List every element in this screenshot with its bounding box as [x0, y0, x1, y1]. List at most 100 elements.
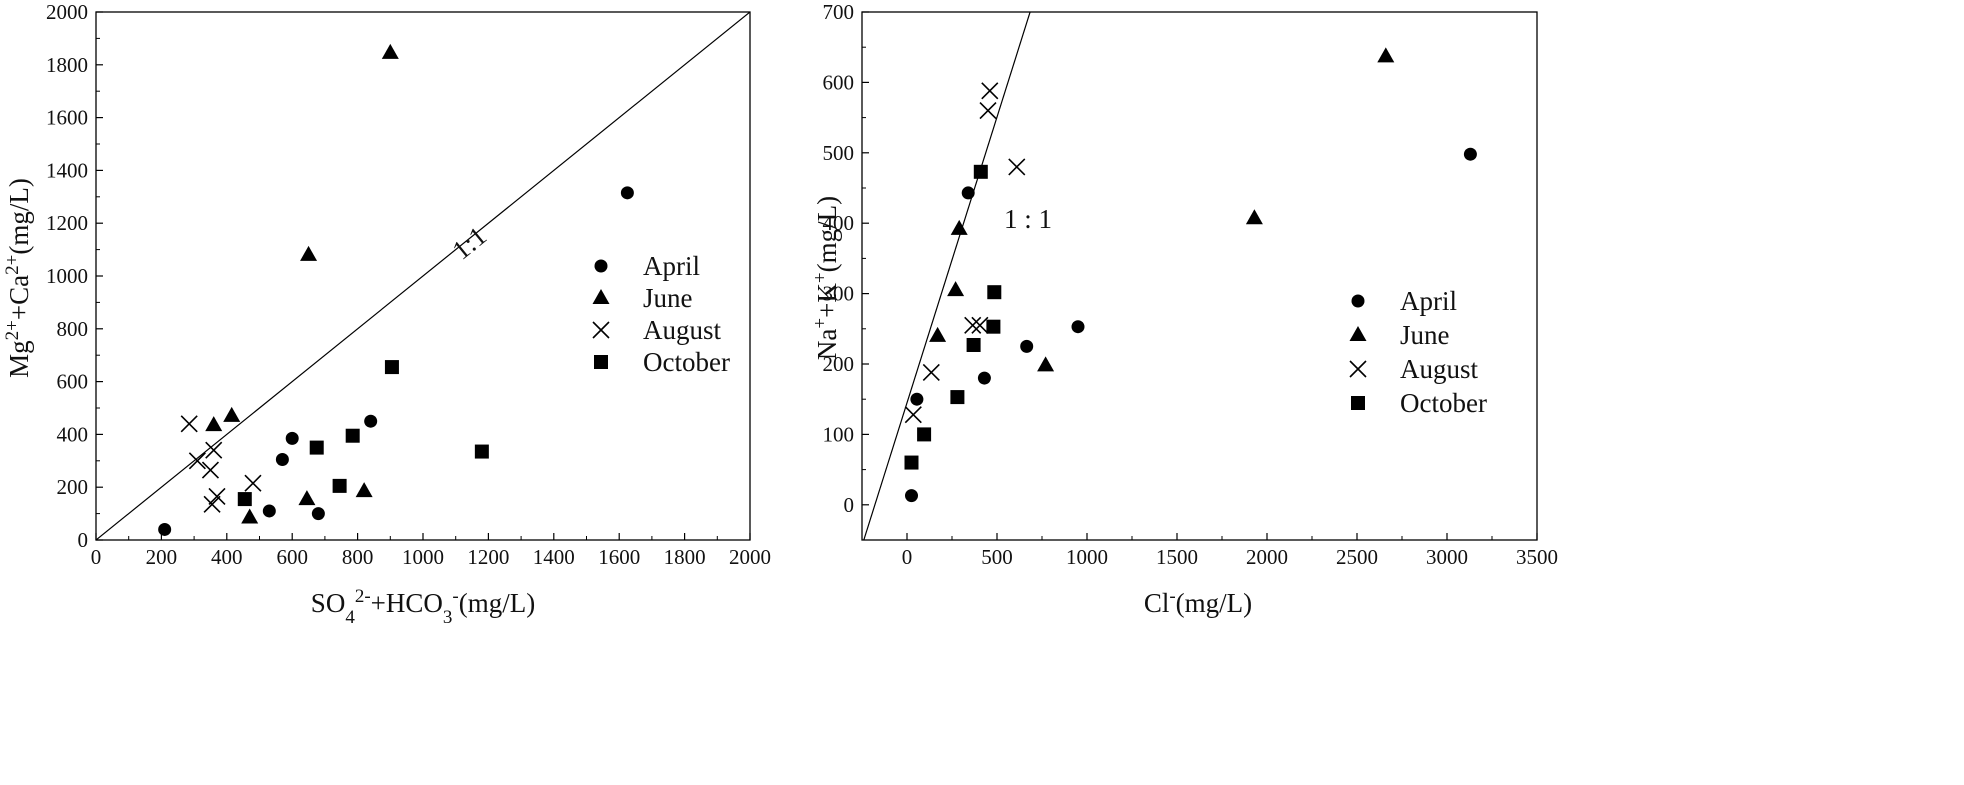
data-point-triangle — [929, 326, 947, 342]
y-tick-label: 1400 — [46, 158, 88, 182]
series-june — [929, 47, 1395, 372]
legend-label: June — [643, 283, 693, 313]
plot-frame — [861, 11, 1538, 541]
legend-label: April — [643, 251, 700, 281]
chart-panel-1: 0 200 400 600 800 1000 1200 1400 1600 1800 2000 0 20… — [2, 0, 772, 628]
data-point-x — [979, 101, 997, 120]
data-point-triangle — [381, 43, 399, 59]
x-axis-label: SO42-+HCO3-(mg/L) — [311, 586, 535, 628]
x-tick-label: 2000 — [729, 545, 771, 569]
reference-line-label: 1 : 1 — [1004, 204, 1052, 234]
legend-label: October — [643, 347, 730, 377]
y-axis-label: Na++K+(mg/L) — [810, 196, 843, 360]
data-point-circle — [961, 186, 975, 200]
reference-line-1to1 — [863, 12, 1031, 540]
y-tick-label: 800 — [57, 317, 89, 341]
data-point-square — [384, 360, 399, 375]
legend-label: June — [1400, 320, 1450, 350]
y-axis-label: Mg2++Ca2+(mg/L) — [2, 178, 35, 378]
x-tick-label: 0 — [91, 545, 102, 569]
y-tick-label: 400 — [57, 422, 89, 446]
data-point-circle — [1020, 339, 1034, 353]
x-tick-label: 0 — [902, 545, 913, 569]
data-point-triangle — [947, 281, 965, 297]
data-point-triangle — [355, 482, 373, 498]
data-point-square — [309, 440, 324, 455]
data-point-triangle — [1245, 209, 1263, 225]
data-point-square — [332, 478, 347, 493]
data-point-x — [201, 461, 220, 479]
chart-panel-2: 0 500 1000 1500 2000 2500 3000 3500 0 100 200 300 40… — [810, 0, 1559, 618]
legend-label: August — [1400, 354, 1479, 384]
y-tick-label: 200 — [823, 352, 855, 376]
reference-line-1to1 — [96, 12, 750, 540]
x-tick-label: 3500 — [1516, 545, 1558, 569]
y-tick-label: 0 — [78, 528, 89, 552]
series-june — [205, 43, 399, 524]
y-tick-label: 1600 — [46, 106, 88, 130]
data-point-square — [345, 428, 360, 443]
series-april — [158, 186, 634, 536]
x-tick-label: 1000 — [402, 545, 444, 569]
legend-marker-square — [1351, 396, 1365, 410]
legend: April June August October — [1349, 286, 1487, 418]
x-tick-label: 800 — [342, 545, 374, 569]
legend-label: August — [643, 315, 722, 345]
data-point-x — [205, 441, 223, 459]
data-point-square — [966, 337, 981, 352]
x-tick-label: 1800 — [664, 545, 706, 569]
data-point-x — [208, 487, 226, 506]
y-tick-label: 1800 — [46, 53, 88, 77]
legend-label: October — [1400, 388, 1487, 418]
data-point-circle — [910, 392, 924, 406]
series-october — [904, 164, 1002, 470]
y-tick-label: 1000 — [46, 264, 88, 288]
data-point-square — [474, 444, 489, 459]
x-tick-label: 3000 — [1426, 545, 1468, 569]
legend-marker-circle — [1351, 294, 1365, 308]
data-point-circle — [311, 507, 325, 521]
y-tick-label: 600 — [823, 70, 855, 94]
series-august — [180, 415, 262, 513]
data-point-circle — [262, 504, 276, 518]
data-point-triangle — [241, 508, 259, 524]
data-point-square — [973, 164, 988, 179]
y-tick-label: 600 — [57, 370, 89, 394]
data-point-triangle — [223, 406, 241, 422]
data-point-circle — [364, 414, 378, 428]
x-tick-label: 2500 — [1336, 545, 1378, 569]
legend-label: April — [1400, 286, 1457, 316]
data-point-x — [964, 316, 982, 334]
series-august — [904, 82, 1026, 424]
x-tick-label: 1400 — [533, 545, 575, 569]
data-point-triangle — [1037, 356, 1055, 372]
data-point-circle — [158, 522, 172, 536]
data-point-x — [981, 82, 999, 100]
data-point-x — [203, 495, 221, 513]
series-april — [905, 147, 1477, 503]
data-point-square — [950, 390, 965, 405]
y-tick-label: 300 — [823, 282, 855, 306]
data-point-x — [1008, 158, 1026, 176]
x-tick-label: 1200 — [467, 545, 509, 569]
legend-marker-x — [1349, 360, 1367, 378]
x-tick-label: 200 — [146, 545, 178, 569]
data-point-square — [986, 319, 1001, 334]
data-point-x — [188, 452, 206, 470]
y-tick-label: 100 — [823, 422, 855, 446]
y-tick-label: 200 — [57, 475, 89, 499]
data-point-square — [904, 455, 919, 470]
x-tick-label: 1600 — [598, 545, 640, 569]
data-point-triangle — [1377, 47, 1395, 63]
data-point-x — [244, 474, 262, 492]
series-october — [237, 360, 489, 507]
data-point-circle — [275, 452, 289, 466]
data-point-square — [237, 492, 252, 507]
x-tick-label: 2000 — [1246, 545, 1288, 569]
data-point-triangle — [300, 245, 318, 261]
legend-marker-triangle — [1349, 326, 1367, 341]
data-point-circle — [977, 371, 991, 385]
x-axis-label: Cl-(mg/L) — [1144, 586, 1252, 619]
